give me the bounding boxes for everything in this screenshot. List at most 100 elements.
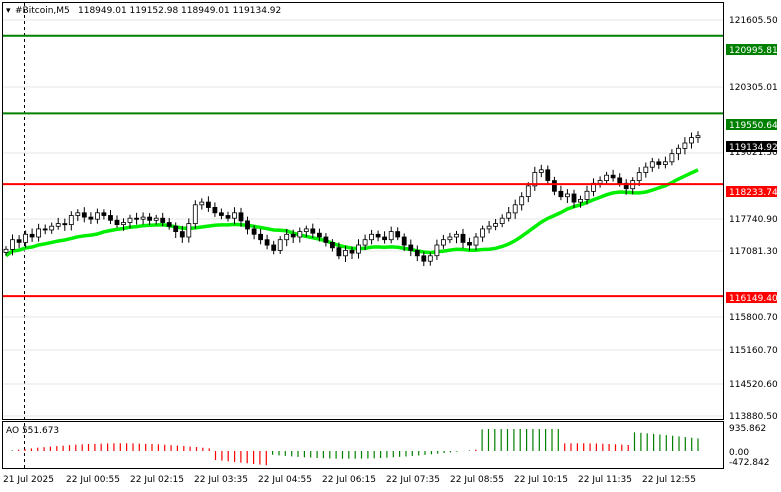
candle-body — [134, 217, 140, 220]
candle-body — [114, 219, 120, 226]
candle-body — [277, 239, 283, 251]
level-box-support-2 — [726, 292, 777, 303]
candle-body — [356, 244, 361, 254]
candle-body — [264, 239, 270, 246]
candle-body — [571, 193, 577, 203]
candle-body — [669, 153, 675, 163]
current-price-label: 119134.92 — [729, 143, 778, 153]
price-tick: 117740.90 — [729, 215, 778, 225]
candle-body — [290, 233, 296, 238]
candle-body — [682, 142, 688, 149]
candle-body — [532, 172, 538, 187]
candle-body — [303, 228, 309, 232]
candle-body — [643, 166, 649, 173]
candle-body — [578, 198, 583, 203]
candle-body — [382, 236, 388, 241]
candle-body — [375, 233, 381, 238]
candle-body — [538, 169, 544, 173]
candle-body — [649, 161, 655, 168]
price-tick: 120305.01 — [729, 83, 778, 93]
candle-body — [179, 231, 185, 238]
candle-body — [689, 137, 694, 144]
time-tick: 22 Jul 03:35 — [194, 475, 248, 485]
price-tick: 113880.50 — [729, 412, 778, 422]
candle-body — [160, 217, 166, 223]
candle-body — [663, 161, 668, 165]
time-tick: 22 Jul 02:15 — [130, 475, 184, 485]
candle-body — [68, 215, 74, 226]
candle-body — [121, 222, 126, 225]
time-tick: 22 Jul 06:15 — [322, 475, 376, 485]
ohlc-readout: 118949.01 119152.98 118949.01 119134.92 — [78, 6, 281, 16]
price-tick: 121605.50 — [729, 16, 778, 26]
candle-body — [545, 169, 551, 181]
candle-body — [49, 225, 55, 231]
candle-body — [552, 180, 557, 192]
candle-body — [421, 255, 427, 262]
time-tick: 22 Jul 11:35 — [578, 475, 632, 485]
ao-scale-zero: 0.00 — [729, 448, 749, 458]
candle-body — [192, 204, 198, 225]
candle-body — [493, 223, 499, 227]
symbol-label: #Bitcoin,M5 — [15, 6, 70, 16]
candle-body — [36, 228, 41, 238]
candle-body — [153, 217, 159, 221]
candle-body — [199, 201, 205, 206]
candle-body — [101, 212, 107, 216]
candle-body — [467, 241, 472, 246]
time-tick: 22 Jul 04:55 — [258, 475, 312, 485]
time-tick: 21 Jul 2025 — [3, 475, 54, 485]
time-tick: 22 Jul 10:15 — [514, 475, 568, 485]
candle-body — [95, 212, 100, 220]
candle-body — [271, 244, 277, 251]
price-tick: 115160.70 — [729, 346, 778, 356]
candle-body — [284, 233, 290, 241]
price-tick: 119021.30 — [729, 148, 778, 158]
price-tick: 115800.70 — [729, 313, 778, 323]
candle-body — [486, 225, 492, 230]
candle-body — [251, 228, 257, 235]
candle-body — [676, 147, 681, 155]
candle-body — [140, 216, 146, 220]
price-tick: 114520.60 — [729, 380, 778, 390]
candle-body — [499, 217, 505, 224]
candle-body — [343, 249, 348, 257]
candle-body — [525, 185, 531, 197]
candle-body — [519, 196, 525, 206]
candle-body — [604, 174, 609, 181]
ao-label: AO 551.673 — [6, 426, 59, 436]
candle-body — [473, 236, 479, 246]
candle-body — [29, 233, 35, 238]
candle-body — [75, 212, 81, 216]
candle-body — [225, 215, 231, 219]
symbol-triangle-icon: ▾ — [6, 6, 11, 16]
level-box-resistance-2 — [726, 44, 777, 55]
candle-body — [656, 161, 662, 165]
current-price-box — [726, 141, 777, 152]
candle-body — [636, 172, 642, 182]
time-tick: 22 Jul 12:55 — [642, 475, 696, 485]
time-tick: 22 Jul 07:35 — [386, 475, 440, 485]
time-tick: 22 Jul 08:55 — [450, 475, 504, 485]
candle-body — [506, 212, 512, 219]
candle-body — [212, 206, 218, 214]
candle-body — [245, 220, 250, 230]
level-price-support-2: 116149.40 — [729, 294, 778, 304]
candle-body — [42, 228, 48, 231]
candle-body — [10, 239, 15, 250]
time-tick: 22 Jul 00:55 — [66, 475, 120, 485]
candle-body — [695, 135, 701, 138]
candle-body — [388, 231, 394, 241]
candle-body — [16, 239, 22, 243]
candle-body — [218, 212, 224, 216]
candle-body — [310, 228, 316, 234]
candle-body — [512, 204, 518, 214]
candle-body — [62, 223, 68, 226]
candle-body — [205, 201, 211, 208]
candle-body — [447, 236, 453, 241]
candle-body — [440, 239, 446, 246]
candle-body — [186, 223, 192, 238]
candle-body — [369, 233, 375, 241]
